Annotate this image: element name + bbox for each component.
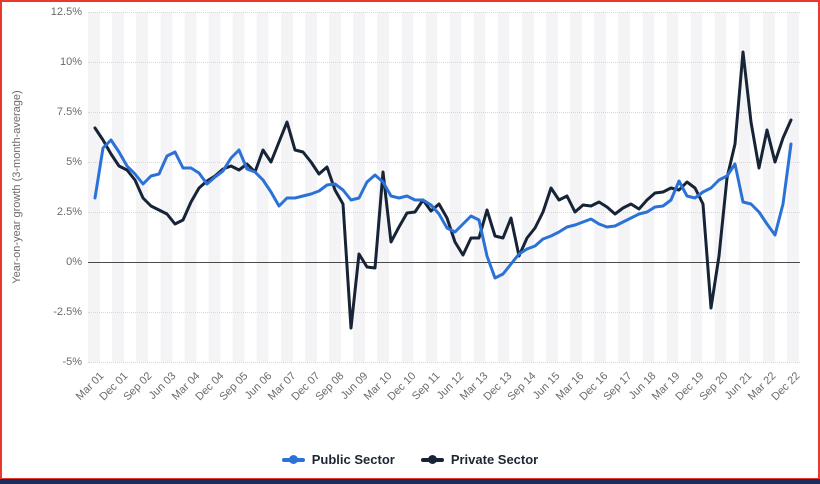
legend-marker-icon	[281, 455, 305, 464]
gridline	[88, 312, 800, 313]
y-tick-label: 7.5%	[56, 106, 82, 118]
zero-line	[88, 262, 800, 263]
private-sector-line[interactable]	[93, 50, 793, 330]
gridline	[88, 62, 800, 63]
bottom-navy-bar	[0, 479, 820, 484]
gridline	[88, 112, 800, 113]
legend-item-public-sector[interactable]: Public Sector	[281, 452, 395, 467]
gridline	[88, 12, 800, 13]
legend-marker-icon	[420, 455, 444, 464]
gridline	[88, 362, 800, 363]
y-tick-label: -5%	[62, 356, 82, 368]
y-tick-label: 10%	[59, 56, 82, 68]
y-tick-label: 0%	[66, 256, 82, 268]
y-tick-label: 5%	[66, 156, 82, 168]
plot-area	[88, 12, 800, 363]
series-plot	[93, 50, 793, 330]
legend-label: Public Sector	[311, 452, 395, 467]
legend-label: Private Sector	[450, 452, 539, 467]
y-tick-label: -2.5%	[53, 306, 82, 318]
y-axis-title: Year-on-year growth (3-month-average)	[11, 90, 23, 284]
y-tick-label: 12.5%	[50, 6, 82, 18]
y-tick-label: 2.5%	[56, 206, 82, 218]
legend-item-private-sector[interactable]: Private Sector	[420, 452, 539, 467]
legend: Public Sector Private Sector	[0, 452, 820, 467]
gridline	[88, 162, 800, 163]
public-sector-line[interactable]	[93, 138, 793, 280]
